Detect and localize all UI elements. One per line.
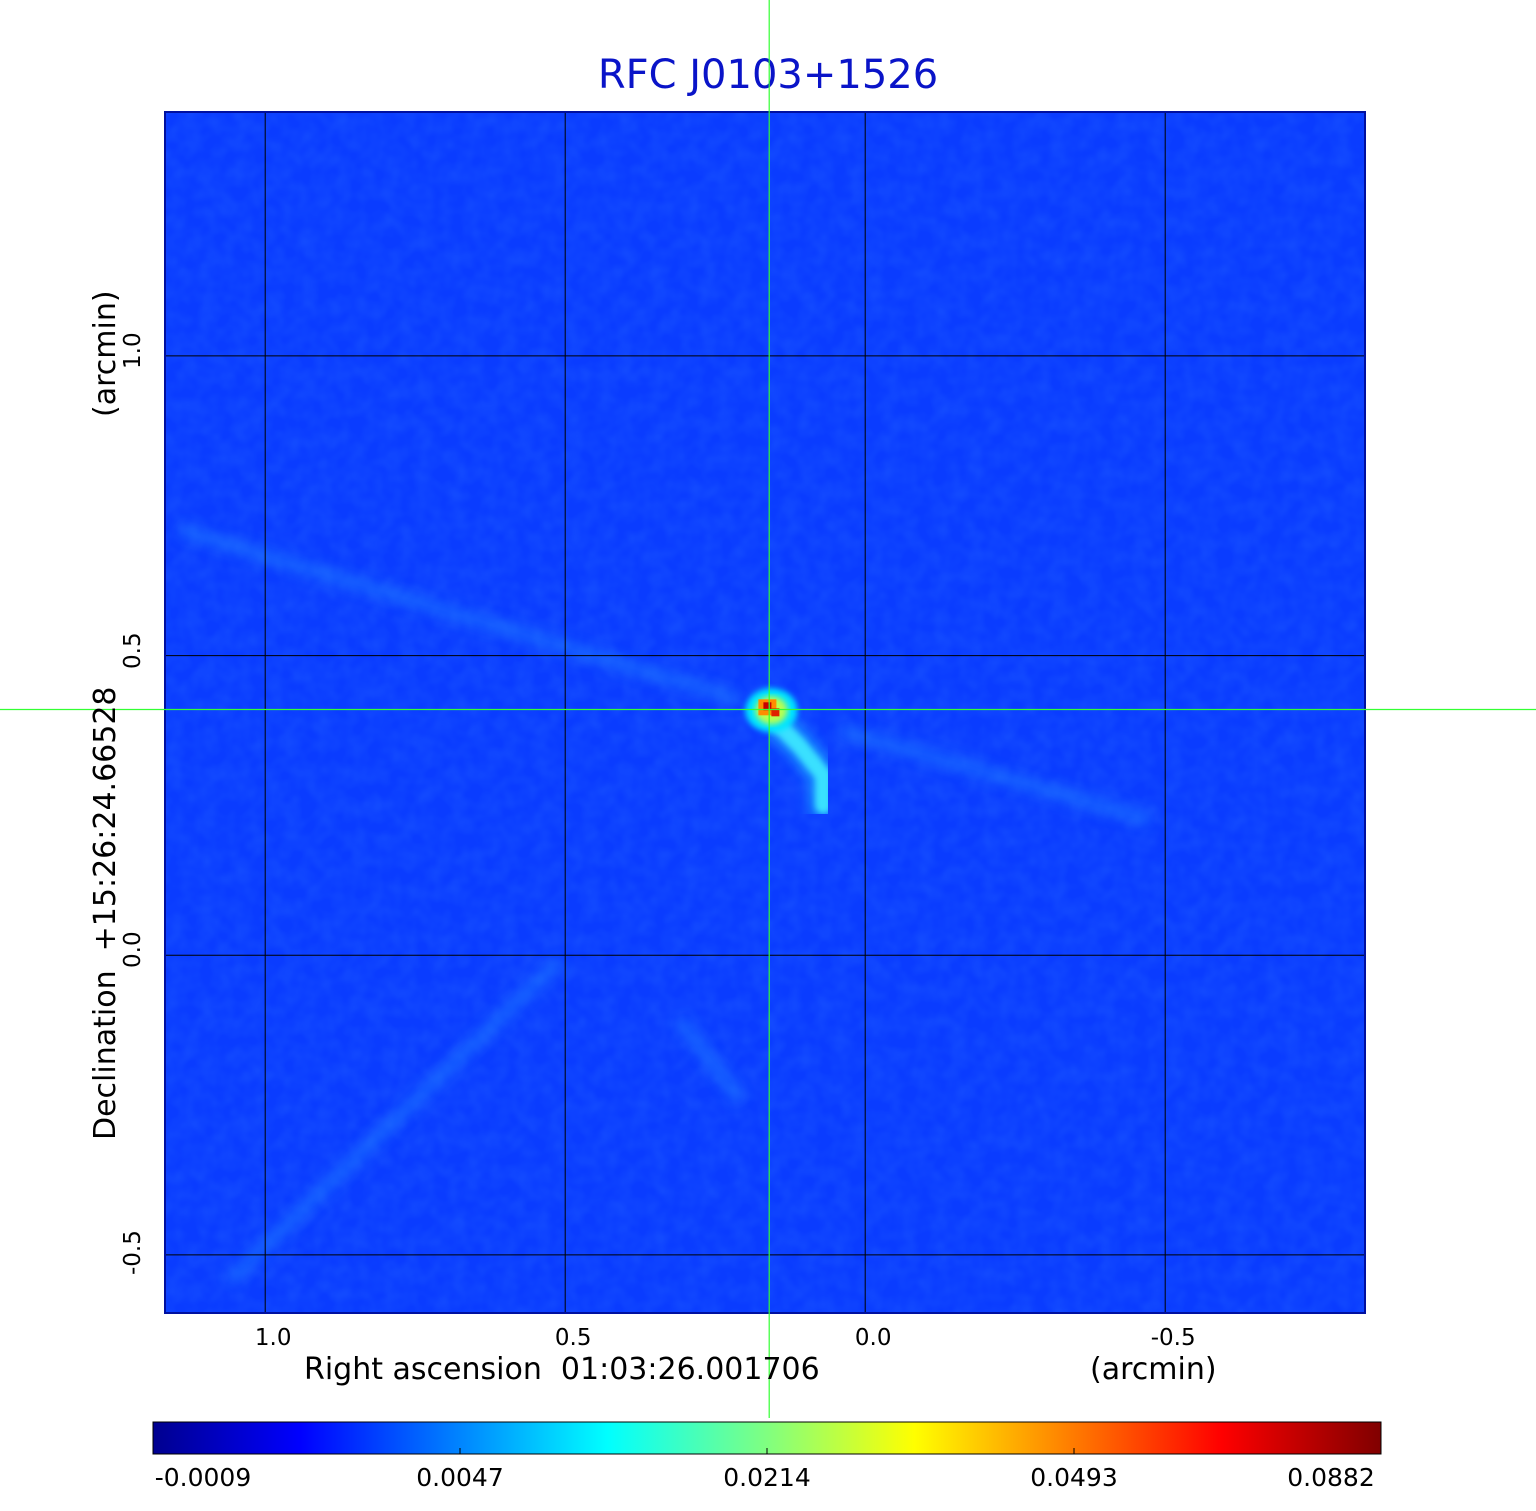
plot-frame [164, 111, 1366, 1314]
x-tick-label: -0.5 [1150, 1325, 1196, 1351]
y-tick-label: 0.0 [120, 931, 146, 969]
y-tick-label: 1.0 [120, 332, 146, 369]
y-axis-label: Declination +15:26:24.66528 [88, 686, 123, 1140]
x-tick-label: 1.0 [254, 1325, 292, 1351]
colorbar-tick-label: 0.0047 [416, 1463, 504, 1492]
coordinate-grid [165, 112, 1365, 1313]
x-axis-label: Right ascension 01:03:26.001706 [304, 1352, 820, 1387]
crosshair [0, 0, 1536, 1418]
colorbar-tick-label: 0.0493 [1030, 1463, 1118, 1492]
colorbar-tick-label: 0.0882 [1287, 1463, 1375, 1492]
chart-title: RFC J0103+1526 [597, 52, 939, 98]
colorbar-tick-label: 0.0214 [723, 1463, 811, 1492]
y-tick-label: -0.5 [120, 1229, 146, 1275]
colorbar-ticks [152, 1448, 1382, 1454]
y-axis-unit: (arcmin) [88, 290, 123, 417]
x-axis-unit: (arcmin) [1090, 1352, 1217, 1387]
core-peak-2 [771, 708, 780, 717]
jet-component [767, 713, 832, 814]
y-tick-label: 0.5 [120, 631, 146, 669]
x-tick-label: 0.5 [554, 1325, 592, 1351]
core-peak [763, 702, 772, 711]
source-features [745, 688, 839, 821]
colorbar-tick-label: -0.0009 [154, 1463, 252, 1492]
sidelobe-streaks [177, 523, 1152, 1286]
x-tick-label: 0.0 [854, 1325, 892, 1351]
